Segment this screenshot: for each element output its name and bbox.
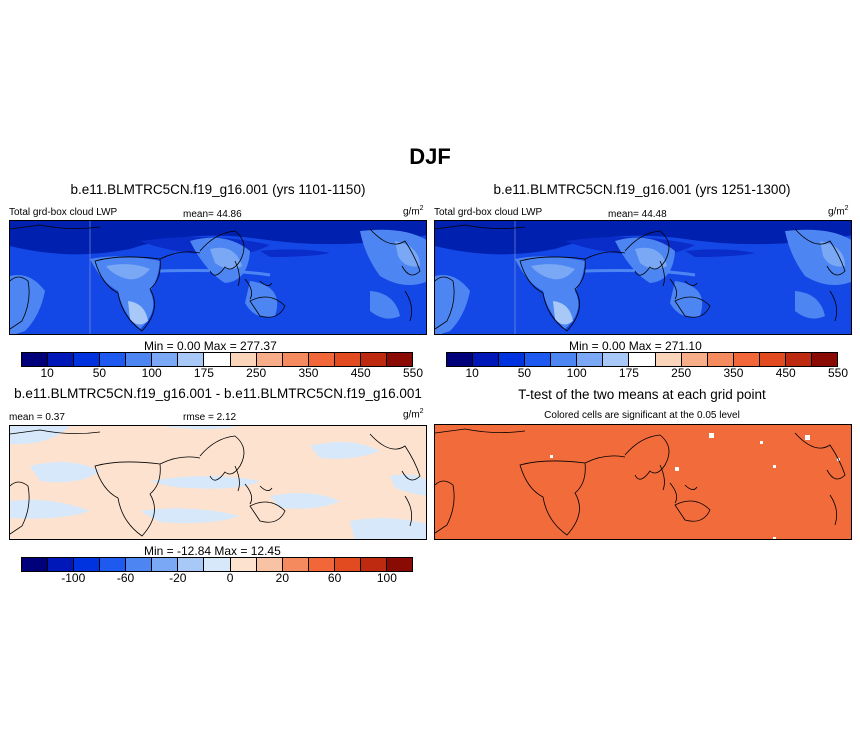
panel-title-bottom-right: T-test of the two means at each grid poi…: [518, 387, 766, 402]
minmax-top-right: Min = 0.00 Max = 271.10: [569, 339, 702, 353]
map-top-left: [9, 220, 427, 335]
variable-label-top-left: Total grd-box cloud LWP: [9, 207, 118, 218]
colorbar-tl-swatch: [334, 353, 361, 366]
colorbar-tl-label: 250: [246, 366, 267, 380]
colorbar-labels-top-right: 10 50 100 175 250 350 450 550: [446, 366, 848, 382]
colorbar-bl-swatch: [126, 558, 153, 571]
colorbar-tr-swatch: [525, 353, 552, 366]
panel-title-top-right: b.e11.BLMTRC5CN.f19_g16.001 (yrs 1251-13…: [493, 182, 791, 197]
colorbar-bl-swatch: [308, 558, 335, 571]
colorbar-tl-swatch: [386, 353, 412, 366]
colorbar-tr-swatch: [707, 353, 734, 366]
map-bottom-left: [9, 425, 427, 540]
colorbar-bottom-left: [21, 557, 413, 572]
colorbar-bl-swatch: [178, 558, 205, 571]
map-bottom-right: [434, 424, 852, 540]
subtitle-bottom-right: Colored cells are significant at the 0.0…: [544, 410, 740, 421]
colorbar-bl-swatch: [282, 558, 309, 571]
colorbar-tl-label: 10: [40, 366, 54, 380]
colorbar-tr-label: 350: [723, 366, 744, 380]
colorbar-tl-label: 175: [193, 366, 214, 380]
colorbar-bl-swatch: [22, 558, 49, 571]
colorbar-tr-swatch: [473, 353, 500, 366]
colorbar-bl-label: -60: [116, 571, 135, 585]
colorbar-tr-label: 550: [827, 366, 849, 380]
colorbar-bl-label: 60: [327, 571, 342, 585]
colorbar-tl-swatch: [282, 353, 309, 366]
colorbar-bl-swatch: [152, 558, 179, 571]
units-label-bottom-left: g/m2: [403, 408, 424, 421]
colorbar-bl-swatch: [74, 558, 101, 571]
colorbar-bl-label: 0: [226, 571, 234, 585]
colorbar-tr-swatch: [447, 353, 474, 366]
colorbar-bl-label: 100: [376, 571, 397, 585]
colorbar-bl-label: -20: [169, 571, 187, 585]
colorbar-tr-swatch: [785, 353, 812, 366]
colorbar-bl-swatch: [386, 558, 412, 571]
colorbar-bl-swatch: [230, 558, 257, 571]
colorbar-tr-swatch: [811, 353, 837, 366]
colorbar-tr-swatch: [629, 353, 656, 366]
colorbar-tr-label: 175: [618, 366, 639, 380]
units-label-top-left: g/m2: [403, 205, 424, 218]
colorbar-tr-swatch: [577, 353, 604, 366]
colorbar-tr-label: 10: [465, 366, 479, 380]
colorbar-tr-label: 100: [566, 366, 587, 380]
colorbar-tr-swatch: [551, 353, 578, 366]
colorbar-tl-swatch: [48, 353, 75, 366]
colorbar-bl-swatch: [204, 558, 231, 571]
colorbar-bl-swatch: [100, 558, 127, 571]
mean-label-bottom-left: mean = 0.37: [9, 412, 65, 423]
colorbar-top-right: [446, 352, 838, 367]
colorbar-tl-swatch: [22, 353, 49, 366]
colorbar-tr-label: 250: [671, 366, 692, 380]
colorbar-tl-label: 450: [350, 366, 371, 380]
colorbar-top-left: [21, 352, 413, 367]
colorbar-bl-swatch: [256, 558, 283, 571]
colorbar-tl-swatch: [126, 353, 153, 366]
colorbar-tl-swatch: [308, 353, 335, 366]
map-top-right: [434, 220, 852, 335]
colorbar-tl-swatch: [256, 353, 283, 366]
variable-label-top-right: Total grd-box cloud LWP: [434, 207, 543, 218]
colorbar-tr-swatch: [681, 353, 708, 366]
mean-label-top-left: mean= 44.86: [183, 209, 242, 220]
colorbar-tl-swatch: [152, 353, 179, 366]
colorbar-bl-label: -100: [61, 571, 86, 585]
minmax-bottom-left: Min = -12.84 Max = 12.45: [144, 544, 281, 558]
colorbar-tl-label: 350: [298, 366, 319, 380]
colorbar-tr-label: 50: [517, 366, 532, 380]
page-title: DJF: [409, 144, 451, 169]
colorbar-tr-swatch: [499, 353, 526, 366]
panel-title-top-left: b.e11.BLMTRC5CN.f19_g16.001 (yrs 1101-11…: [70, 182, 366, 197]
colorbar-tr-swatch: [603, 353, 630, 366]
colorbar-bl-label: 20: [275, 571, 290, 585]
colorbar-tl-swatch: [178, 353, 205, 366]
colorbar-tl-swatch: [100, 353, 127, 366]
minmax-top-left: Min = 0.00 Max = 277.37: [144, 339, 277, 353]
colorbar-tl-swatch: [204, 353, 231, 366]
colorbar-bl-swatch: [360, 558, 387, 571]
colorbar-tl-swatch: [230, 353, 257, 366]
mean-label-top-right: mean= 44.48: [608, 209, 667, 220]
colorbar-bl-swatch: [48, 558, 75, 571]
colorbar-bl-swatch: [334, 558, 361, 571]
panel-title-bottom-left: b.e11.BLMTRC5CN.f19_g16.001 - b.e11.BLMT…: [14, 386, 422, 401]
colorbar-tr-swatch: [759, 353, 786, 366]
colorbar-tl-swatch: [360, 353, 387, 366]
units-label-top-right: g/m2: [828, 205, 849, 218]
colorbar-tl-label: 550: [402, 366, 424, 380]
colorbar-tr-swatch: [733, 353, 760, 366]
colorbar-tl-swatch: [74, 353, 101, 366]
colorbar-labels-bottom-left: -100 -60 -20 0 20 60 100: [21, 571, 413, 587]
colorbar-tr-label: 450: [775, 366, 796, 380]
rmse-label-bottom-left: rmse = 2.12: [183, 412, 237, 423]
colorbar-labels-top-left: 10 50 100 175 250 350 450 550: [21, 366, 423, 382]
colorbar-tl-label: 50: [92, 366, 107, 380]
colorbar-tl-label: 100: [141, 366, 162, 380]
colorbar-tr-swatch: [655, 353, 682, 366]
